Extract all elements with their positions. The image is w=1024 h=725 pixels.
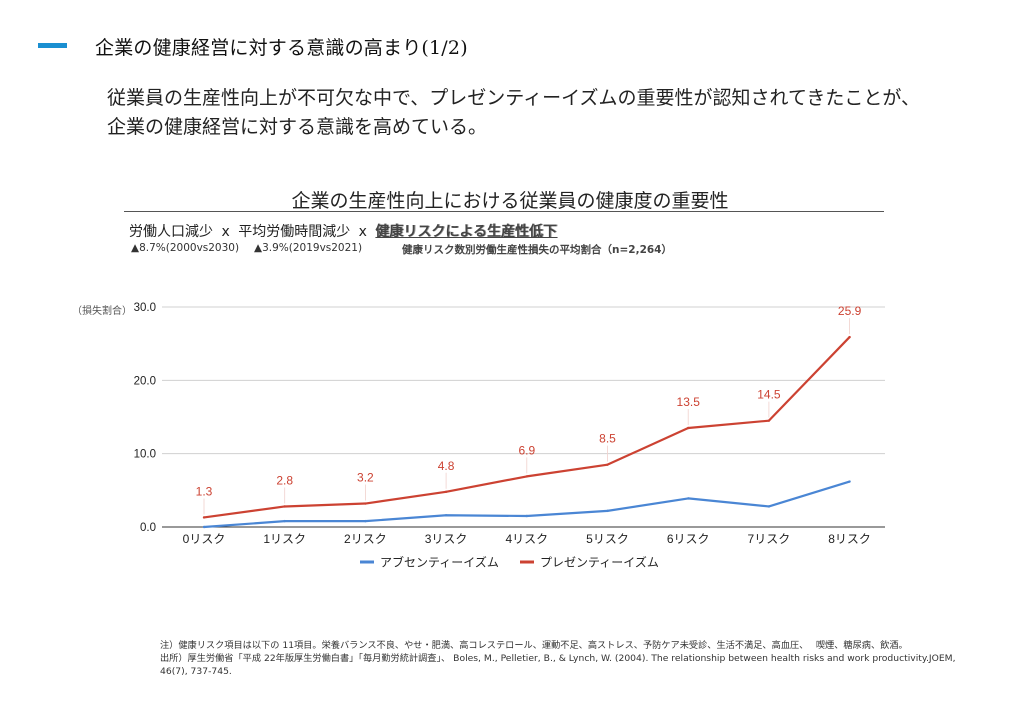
x-tick-label: 4リスク [505,532,548,546]
data-label: 25.9 [838,304,862,318]
x-tick-label: 3リスク [425,532,468,546]
lead-text: 従業員の生産性向上が不可欠な中で、プレゼンティーイズムの重要性が認知されてきたこ… [107,87,921,138]
y-tick-label: 0.0 [140,522,156,534]
factor-working-hours: 平均労働時間減少 [238,224,351,240]
data-point [848,480,851,483]
data-point [283,519,286,523]
sub-labor-population: ▲8.7%(2000vs2030) [131,242,240,254]
data-point [767,505,771,508]
title-accent-bar [38,43,67,48]
factor-labor-population: 労働人口減少 [129,224,213,240]
note-line: 注）健康リスク項目は以下の 11項目。栄養バランス不良、やせ・肥満、高コレステロ… [160,640,908,651]
data-point [848,335,851,339]
x-tick-label: 6リスク [667,532,710,546]
data-label: 3.2 [357,471,374,485]
data-label: 1.3 [196,484,213,498]
page-title: 企業の健康経営に対する意識の高まり(1/2) [95,37,468,59]
chart-title: 企業の生産性向上における従業員の健康度の重要性 [291,190,729,212]
data-point [364,519,367,523]
data-point [202,516,206,519]
legend-label: プレゼンティーイズム [540,555,659,570]
data-point [687,426,690,430]
factor-equation: 労働人口減少 x 平均労働時間減少 x 健康リスクによる生産性低下 [129,221,557,241]
data-point [525,514,528,518]
times-sign: x [358,224,367,240]
x-tick-label: 0リスク [183,532,226,546]
source-line: 出所）厚生労働省「平成 22年版厚生労働白書」「毎月勤労統計調査」、 Boles… [160,653,956,677]
x-tick-label: 1リスク [263,532,306,546]
x-tick-label: 5リスク [586,532,629,546]
x-tick-label: 8リスク [828,532,871,546]
data-label: 4.8 [438,459,455,473]
data-point [444,514,448,517]
data-point [283,505,286,508]
footnotes: 注）健康リスク項目は以下の 11項目。栄養バランス不良、やせ・肥満、高コレステロ… [160,639,980,678]
data-point [444,490,448,493]
x-tick-label: 2リスク [344,532,387,546]
series-line-2 [203,336,851,519]
data-point [606,463,609,466]
y-axis-label: （損失割合） [72,306,132,317]
data-label: 14.5 [757,388,781,402]
series-line-1 [203,480,850,529]
data-point [767,419,771,422]
data-label: 8.5 [599,432,616,446]
sub-health-risk: 健康リスク数別労働生産性損失の平均割合（n=2,264） [402,244,672,256]
y-tick-label: 10.0 [134,449,156,461]
chart-title-rule [124,211,884,212]
y-tick-label: 30.0 [134,302,156,314]
data-point [364,502,367,505]
data-point [687,497,690,500]
x-tick-label: 7リスク [748,532,791,546]
data-point [525,475,528,478]
data-label: 6.9 [518,443,535,457]
data-label: 13.5 [677,395,701,409]
legend-label: アブセンティーイズム [380,555,499,570]
data-point [606,509,609,513]
y-tick-label: 20.0 [134,375,156,387]
sub-working-hours: ▲3.9%(2019vs2021) [254,242,363,254]
times-sign: x [221,224,230,240]
data-label: 2.8 [276,473,293,487]
factor-health-risk: 健康リスクによる生産性低下 [375,224,557,240]
data-point [202,525,206,529]
